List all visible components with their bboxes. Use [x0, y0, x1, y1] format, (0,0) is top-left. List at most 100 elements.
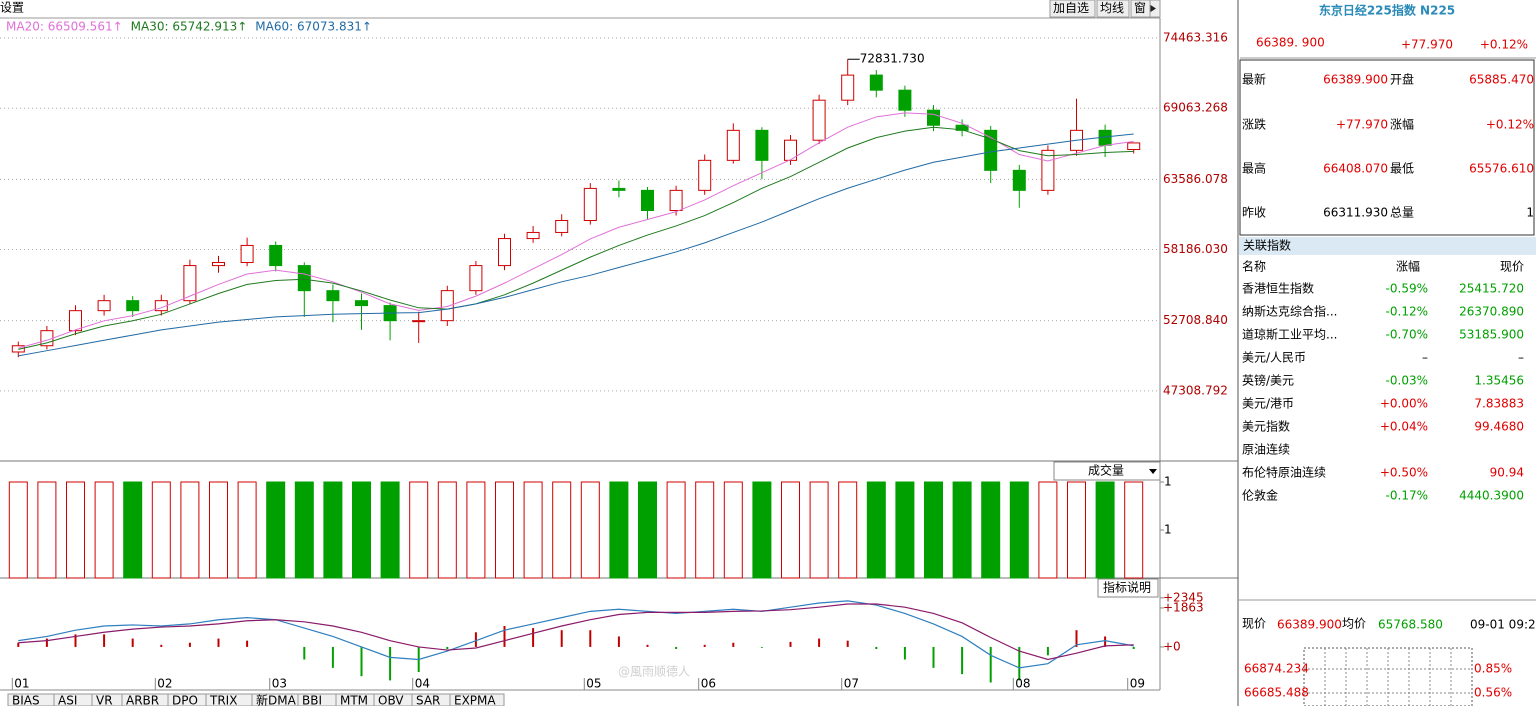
- quote-label: 最高: [1242, 161, 1266, 176]
- candle-body: [927, 109, 940, 126]
- related-change: -0.17%: [1386, 489, 1428, 503]
- volume-bar: [380, 481, 400, 579]
- explain-button[interactable]: [1097, 578, 1159, 598]
- y-tick-label: 69063.268: [1163, 101, 1228, 115]
- x-tick-label: 03: [272, 677, 287, 691]
- indicator-tab-label[interactable]: VR: [96, 694, 113, 706]
- quote-value: 65885.470: [1469, 73, 1534, 87]
- quote-value: 65576.610: [1469, 162, 1534, 176]
- candle-body: [812, 99, 826, 141]
- related-name[interactable]: 香港恒生指数: [1242, 281, 1314, 296]
- volume-bar: [609, 481, 629, 579]
- candle-body: [555, 219, 569, 233]
- volume-bar: [666, 481, 686, 579]
- y-tick-label: 52708.840: [1163, 313, 1228, 327]
- volume-title[interactable]: 成交量: [1088, 463, 1124, 478]
- candle-body: [726, 129, 740, 161]
- candle-body: [326, 290, 340, 302]
- indicator-tab-label[interactable]: BIAS: [12, 694, 40, 706]
- candle-body: [269, 244, 283, 267]
- indicator-tab-label[interactable]: BBI: [302, 694, 322, 706]
- footer-value: 66389.900: [1277, 618, 1342, 632]
- related-name[interactable]: 美元指数: [1242, 419, 1290, 434]
- volume-bar: [466, 481, 486, 579]
- x-tick-label: 04: [415, 677, 430, 691]
- volume-bar: [294, 481, 314, 579]
- related-name[interactable]: 美元/人民币: [1242, 351, 1306, 365]
- candle-body: [11, 345, 25, 353]
- related-name[interactable]: 原油连续: [1242, 442, 1290, 457]
- quote-value: +0.12%: [1486, 118, 1534, 132]
- related-name[interactable]: 英镑/美元: [1242, 373, 1294, 388]
- volume-bar: [838, 481, 858, 579]
- volume-bar: [695, 481, 715, 579]
- indicator-tab-label[interactable]: SAR: [416, 694, 440, 706]
- volume-bar: [1009, 481, 1029, 579]
- y-tick-label: 1: [1164, 523, 1172, 537]
- panel-pct: +0.12%: [1480, 38, 1528, 52]
- x-tick-label: 05: [586, 677, 601, 691]
- x-tick-label: 07: [844, 677, 859, 691]
- related-name[interactable]: 布伦特原油连续: [1242, 465, 1326, 480]
- volume-bar: [209, 481, 228, 579]
- volume-bar: [66, 481, 85, 579]
- volume-bar: [895, 481, 915, 579]
- volume-bar: [437, 481, 457, 579]
- indicator-tab-label[interactable]: 新DMA: [256, 693, 297, 706]
- indicator-tab-label[interactable]: ARBR: [126, 694, 159, 706]
- related-name[interactable]: 美元/港币: [1242, 397, 1294, 411]
- toolbar-button-label[interactable]: 均线: [1100, 1, 1124, 15]
- candle-body: [755, 129, 769, 161]
- y-tick-label: 1: [1164, 475, 1172, 489]
- settings-button[interactable]: 设置: [0, 1, 24, 15]
- candle-body: [297, 265, 311, 292]
- related-change: -0.59%: [1386, 282, 1428, 296]
- quote-value: 66408.070: [1323, 162, 1388, 176]
- candle-body: [355, 300, 368, 307]
- macd-line: [18, 603, 1134, 661]
- volume-bar: [123, 481, 143, 579]
- quote-box: [1239, 59, 1535, 236]
- volume-bar: [37, 481, 57, 579]
- mini-pct: 0.85%: [1474, 662, 1512, 676]
- candle-body: [498, 238, 511, 267]
- indicator-tab-label[interactable]: EXPMA: [454, 694, 496, 706]
- indicator-tab-label[interactable]: ASI: [58, 694, 77, 706]
- candle-body: [784, 139, 797, 161]
- toolbar-button-label[interactable]: 窗: [1134, 1, 1146, 15]
- related-name[interactable]: 纳斯达克综合指...: [1242, 304, 1337, 319]
- related-name[interactable]: 道琼斯工业平均...: [1242, 327, 1337, 342]
- candle-body: [212, 262, 225, 267]
- candle-body: [583, 187, 597, 221]
- toolbar-button[interactable]: [1130, 0, 1151, 18]
- panel-change: +77.970: [1401, 38, 1453, 52]
- mini-price: 66685.488: [1244, 686, 1309, 700]
- indicator-tab[interactable]: [449, 693, 505, 706]
- volume-bar: [94, 481, 114, 579]
- dropdown-icon: [1149, 469, 1157, 474]
- volume-bar: [1038, 481, 1058, 579]
- indicator-tab-label[interactable]: MTM: [340, 694, 368, 706]
- volume-bar: [495, 481, 514, 579]
- volume-selector[interactable]: [1053, 461, 1161, 481]
- related-name[interactable]: 伦敦金: [1242, 488, 1278, 503]
- indicator-tab-label[interactable]: TRIX: [209, 694, 237, 706]
- indicator-tab-label[interactable]: DPO: [172, 694, 198, 706]
- volume-bar: [952, 481, 972, 579]
- related-change: +0.00%: [1380, 397, 1428, 411]
- quote-label: 涨幅: [1390, 117, 1414, 132]
- candle-body: [612, 187, 626, 191]
- toolbar-button-label[interactable]: 加自选: [1053, 1, 1089, 15]
- candle-body: [841, 74, 855, 101]
- toolbar-button[interactable]: [1049, 0, 1096, 18]
- candle-body: [412, 320, 426, 323]
- volume-bar: [924, 481, 943, 579]
- mini-pct: 0.56%: [1474, 686, 1512, 700]
- explain-label[interactable]: 指标说明: [1103, 580, 1151, 595]
- candle-body: [440, 290, 454, 322]
- annotation: 72831.730: [860, 52, 925, 66]
- candle-body: [984, 129, 998, 171]
- toolbar-button[interactable]: [1096, 0, 1130, 18]
- indicator-tab-label[interactable]: OBV: [378, 694, 404, 706]
- ma-line: [18, 126, 1134, 350]
